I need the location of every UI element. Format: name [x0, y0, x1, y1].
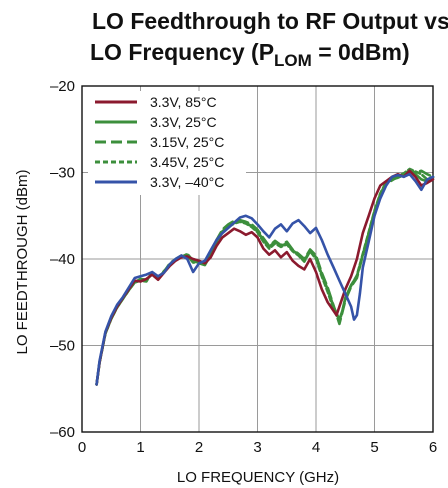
- series-line: [95, 172, 435, 386]
- x-axis-ticks: 0 1 2 3 4 5 6: [78, 439, 437, 456]
- x-tick-label: 4: [312, 439, 320, 456]
- x-tick-label: 2: [195, 439, 203, 456]
- x-tick-label: 5: [370, 439, 378, 456]
- y-axis-label: LO FEEDTHROUGH (dBm): [14, 169, 31, 354]
- x-tick-label: 0: [78, 439, 86, 456]
- legend-label: 3.3V, 25°C: [150, 114, 217, 130]
- x-tick-label: 6: [429, 439, 437, 456]
- y-tick-label: –20: [50, 78, 75, 95]
- y-tick-label: –40: [50, 251, 75, 268]
- series-line: [95, 169, 435, 386]
- series-layer: [95, 167, 435, 386]
- x-axis-label: LO FREQUENCY (GHz): [177, 469, 339, 486]
- x-tick-label: 3: [253, 439, 261, 456]
- series-line: [95, 167, 435, 386]
- y-tick-label: –30: [50, 165, 75, 182]
- y-tick-label: –50: [50, 338, 75, 355]
- chart-title-line2: LO Frequency (PLOM = 0dBm): [90, 39, 410, 70]
- chart-title-line1: LO Feedthrough to RF Output vs: [92, 8, 448, 34]
- legend: 3.3V, 85°C 3.3V, 25°C 3.15V, 25°C 3.45V, 25…: [88, 91, 246, 195]
- legend-label: 3.3V, –40°C: [150, 174, 224, 190]
- y-tick-label: –60: [50, 424, 75, 441]
- y-axis-ticks: –20 –30 –40 –50 –60: [50, 78, 75, 441]
- legend-label: 3.45V, 25°C: [150, 154, 224, 170]
- legend-label: 3.15V, 25°C: [150, 134, 224, 150]
- legend-label: 3.3V, 85°C: [150, 94, 217, 110]
- plot-frame: [81, 85, 434, 433]
- x-tick-label: 1: [136, 439, 144, 456]
